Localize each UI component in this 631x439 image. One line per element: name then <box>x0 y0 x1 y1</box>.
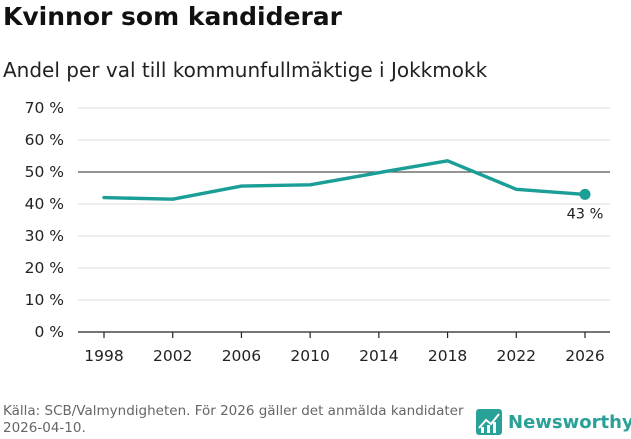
brand-name: Newsworthy <box>508 411 631 433</box>
x-tick-label: 2022 <box>497 347 536 365</box>
y-tick-label: 0 % <box>34 323 64 341</box>
chart-title: Kvinnor som kandiderar <box>3 2 342 31</box>
x-tick-label: 2010 <box>290 347 329 365</box>
series-layer <box>102 159 591 201</box>
end-value-label: 43 % <box>567 206 604 222</box>
chart-subtitle: Andel per val till kommunfullmäktige i J… <box>3 58 488 82</box>
series-line <box>102 159 587 201</box>
source-note: Källa: SCB/Valmyndigheten. För 2026 gäll… <box>3 403 464 436</box>
x-tick-label: 2018 <box>428 347 467 365</box>
x-tick-label: 2026 <box>565 347 604 365</box>
x-tick-label: 2002 <box>153 347 192 365</box>
axis-layer: 0 % 10 % 20 % 30 % 40 % 50 % 60 % 70 % 1998 2002 2… <box>25 99 610 365</box>
label-layer: 43 % <box>567 206 604 222</box>
y-tick-label: 60 % <box>25 131 64 149</box>
y-tick-label: 40 % <box>25 195 64 213</box>
y-tick-label: 20 % <box>25 259 64 277</box>
y-tick-label: 50 % <box>25 163 64 181</box>
end-point-marker <box>579 188 591 200</box>
y-tick-label: 30 % <box>25 227 64 245</box>
y-tick-label: 10 % <box>25 291 64 309</box>
x-tick-label: 2006 <box>222 347 261 365</box>
newsworthy-logo-icon <box>476 409 502 435</box>
x-tick-label: 1998 <box>84 347 123 365</box>
x-tick-label: 2014 <box>359 347 398 365</box>
grid-layer <box>78 107 610 301</box>
y-tick-label: 70 % <box>25 99 64 117</box>
brand: Newsworthy <box>476 409 631 435</box>
